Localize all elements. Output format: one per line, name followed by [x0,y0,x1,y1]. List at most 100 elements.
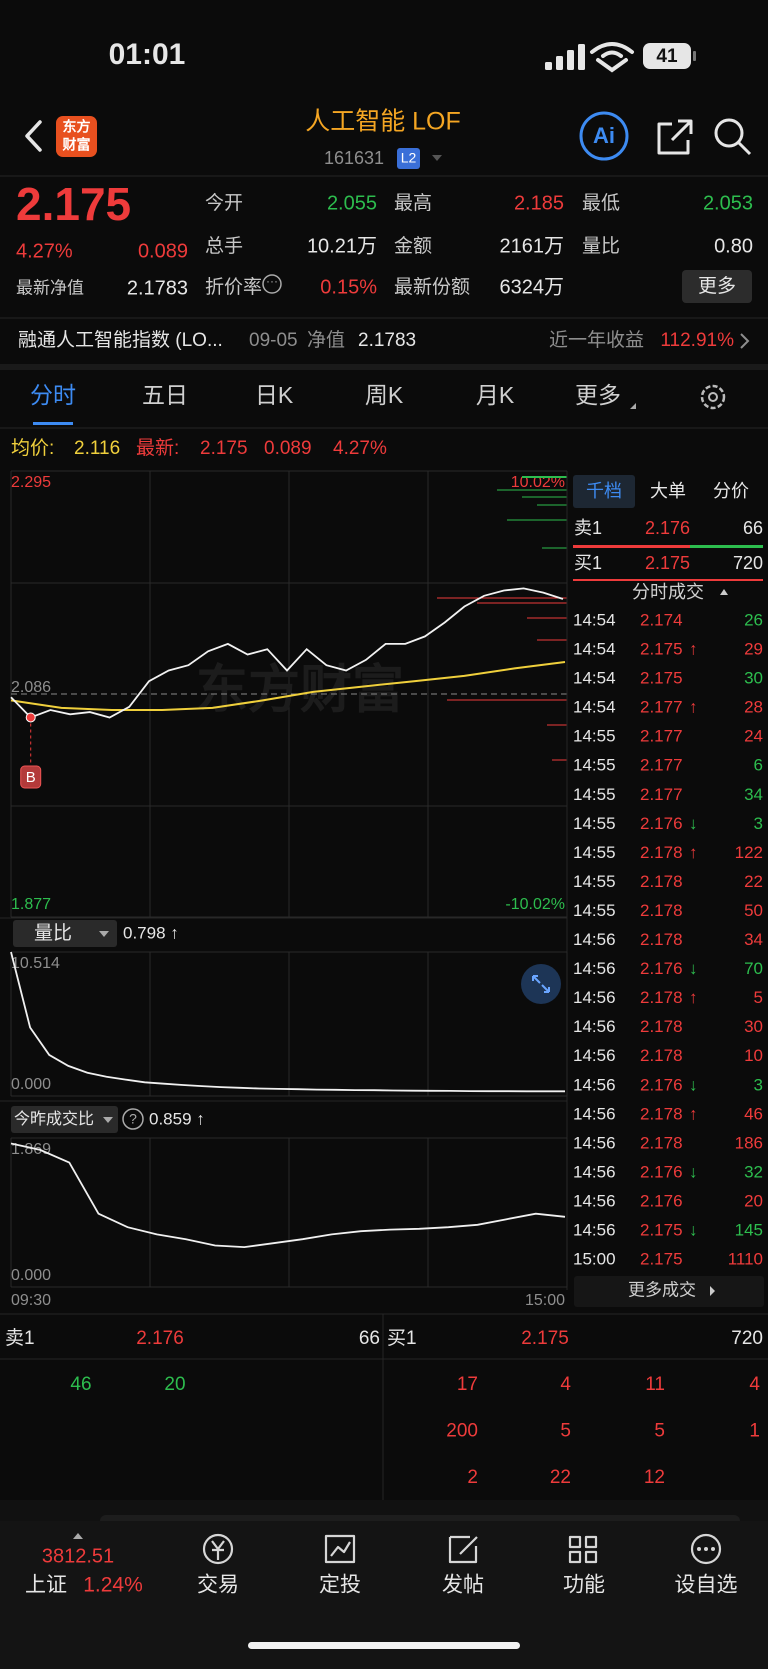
trade-time: 14:56 [573,1075,616,1094]
trade-volume: 6 [754,756,763,775]
trade-volume: 70 [744,959,763,978]
info-dots: ··· [266,274,278,288]
queue-label: 卖1 [5,1327,35,1349]
book-tab[interactable]: 千档 [586,481,622,501]
fund-title: 人工智能 LOF [305,108,461,136]
trade-price: 2.176 [640,959,683,978]
indicator-value: 0.798 ↑ [123,923,179,942]
tab[interactable]: 分时 [30,382,76,408]
field-label: 最低 [582,192,620,214]
share-button[interactable] [657,119,693,155]
nav-icon[interactable] [324,1534,356,1564]
trade-price: 2.177 [640,785,683,804]
bid-order: 17 [457,1374,478,1395]
nav-label: 最新净值 [16,278,84,297]
trade-arrow: ↑ [689,698,698,717]
indicator-name[interactable]: 今昨成交比 [14,1110,94,1128]
trade-time: 15:00 [573,1250,616,1269]
trade-arrow: ↓ [689,959,698,978]
book-tab[interactable]: 大单 [650,481,686,501]
indicator-name[interactable]: 量比 [34,922,72,944]
trade-time: 14:55 [573,727,616,746]
depth-bar [573,579,763,581]
tab[interactable]: 更多 [575,382,621,408]
nav-item[interactable]: 交易 [197,1574,239,1597]
index-name[interactable]: 上证 [25,1574,67,1597]
trades-title: 分时成交 [632,582,704,602]
bid-order: 2 [467,1467,478,1488]
bid-volume: 720 [733,553,763,573]
tab[interactable]: 月K [476,382,515,408]
search-button[interactable] [714,118,744,148]
nav-item[interactable]: 设自选 [675,1574,738,1597]
battery-tip [693,51,696,61]
bid-order: 5 [654,1421,665,1442]
nav-item[interactable]: 发帖 [442,1574,484,1597]
trade-volume: 22 [744,872,763,891]
depth-bar [573,545,690,548]
settings-hub [708,392,718,402]
ask-price: 2.176 [645,518,690,538]
trade-time: 14:54 [573,610,616,629]
field-value: 2.053 [703,192,753,214]
more-button[interactable] [682,270,752,303]
trade-price: 2.178 [640,1104,683,1123]
book-tab[interactable]: 分价 [713,481,749,501]
nav-item[interactable]: 功能 [563,1574,605,1597]
nav-item[interactable]: 定投 [319,1574,361,1597]
indicator-value: 0.859 ↑ [149,1109,205,1128]
field-value: 2.055 [327,192,377,214]
expand-button[interactable] [521,964,561,1004]
indicator-selector[interactable] [11,1106,118,1133]
expand-icon [532,975,550,993]
field-label: 量比 [582,235,620,257]
field-label: 折价率 [205,276,262,298]
index-value: 3812.51 [42,1545,114,1567]
last-label: 最新: [136,437,179,459]
ai-button[interactable] [579,111,629,161]
trade-arrow: ↓ [689,1221,698,1240]
y-tick-label: 2.086 [11,679,51,696]
status-time: 01:01 [109,38,186,71]
settings-button[interactable] [700,384,726,410]
more-trades-text[interactable]: 更多成交 [628,1280,696,1299]
back-button[interactable] [25,120,42,152]
tab[interactable]: 日K [255,382,294,408]
bid-order: 22 [550,1467,571,1488]
more-trades-button[interactable] [574,1276,764,1307]
trade-price: 2.174 [640,610,683,629]
bid-order: 200 [446,1421,478,1442]
tab[interactable]: 周K [365,382,404,408]
trade-arrow: ↑ [689,988,698,1007]
bid-price: 2.175 [645,553,690,573]
trade-price: 2.178 [640,1133,683,1152]
bid-order: 12 [644,1467,665,1488]
more-button-text[interactable]: 更多 [698,275,736,297]
y-tick-label: 0.000 [11,1076,51,1093]
trade-time: 14:55 [573,756,616,775]
logo-text: 东方 [63,119,91,135]
y-tick-label: 0.000 [11,1267,51,1284]
signal-bar [556,56,563,70]
trade-volume: 5 [754,988,763,1007]
queue-price: 2.176 [136,1328,184,1349]
trade-price: 2.176 [640,814,683,833]
nav-icon[interactable] [448,1535,478,1564]
nav-icon[interactable] [690,1533,722,1565]
help-icon[interactable] [122,1108,144,1130]
marker-label: B [26,769,36,786]
marker-badge [20,765,42,789]
y2-tick-label: -10.02% [505,896,565,913]
nav-icon[interactable] [202,1533,234,1565]
indicator-selector[interactable] [13,920,117,947]
change: 0.089 [138,240,188,262]
nav-icon[interactable] [568,1535,598,1564]
tab[interactable]: 五日 [142,382,188,408]
logo [56,116,97,157]
field-label: 金额 [394,235,432,257]
trade-time: 14:56 [573,1221,616,1240]
trade-arrow: ↑ [689,843,698,862]
bid-order: 11 [645,1374,665,1395]
trade-time: 14:56 [573,1162,616,1181]
field-value: 0.15% [320,276,377,298]
